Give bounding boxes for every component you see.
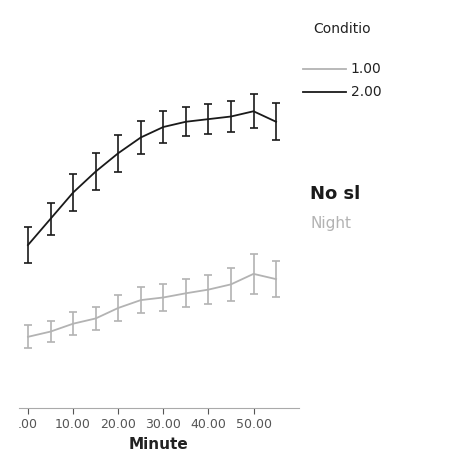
Text: No sl: No sl — [310, 185, 361, 203]
Text: Night: Night — [310, 216, 351, 230]
X-axis label: Minute: Minute — [129, 437, 189, 452]
Text: Conditio: Conditio — [313, 22, 371, 36]
Text: 1.00: 1.00 — [351, 62, 382, 75]
Text: 2.00: 2.00 — [351, 85, 382, 99]
